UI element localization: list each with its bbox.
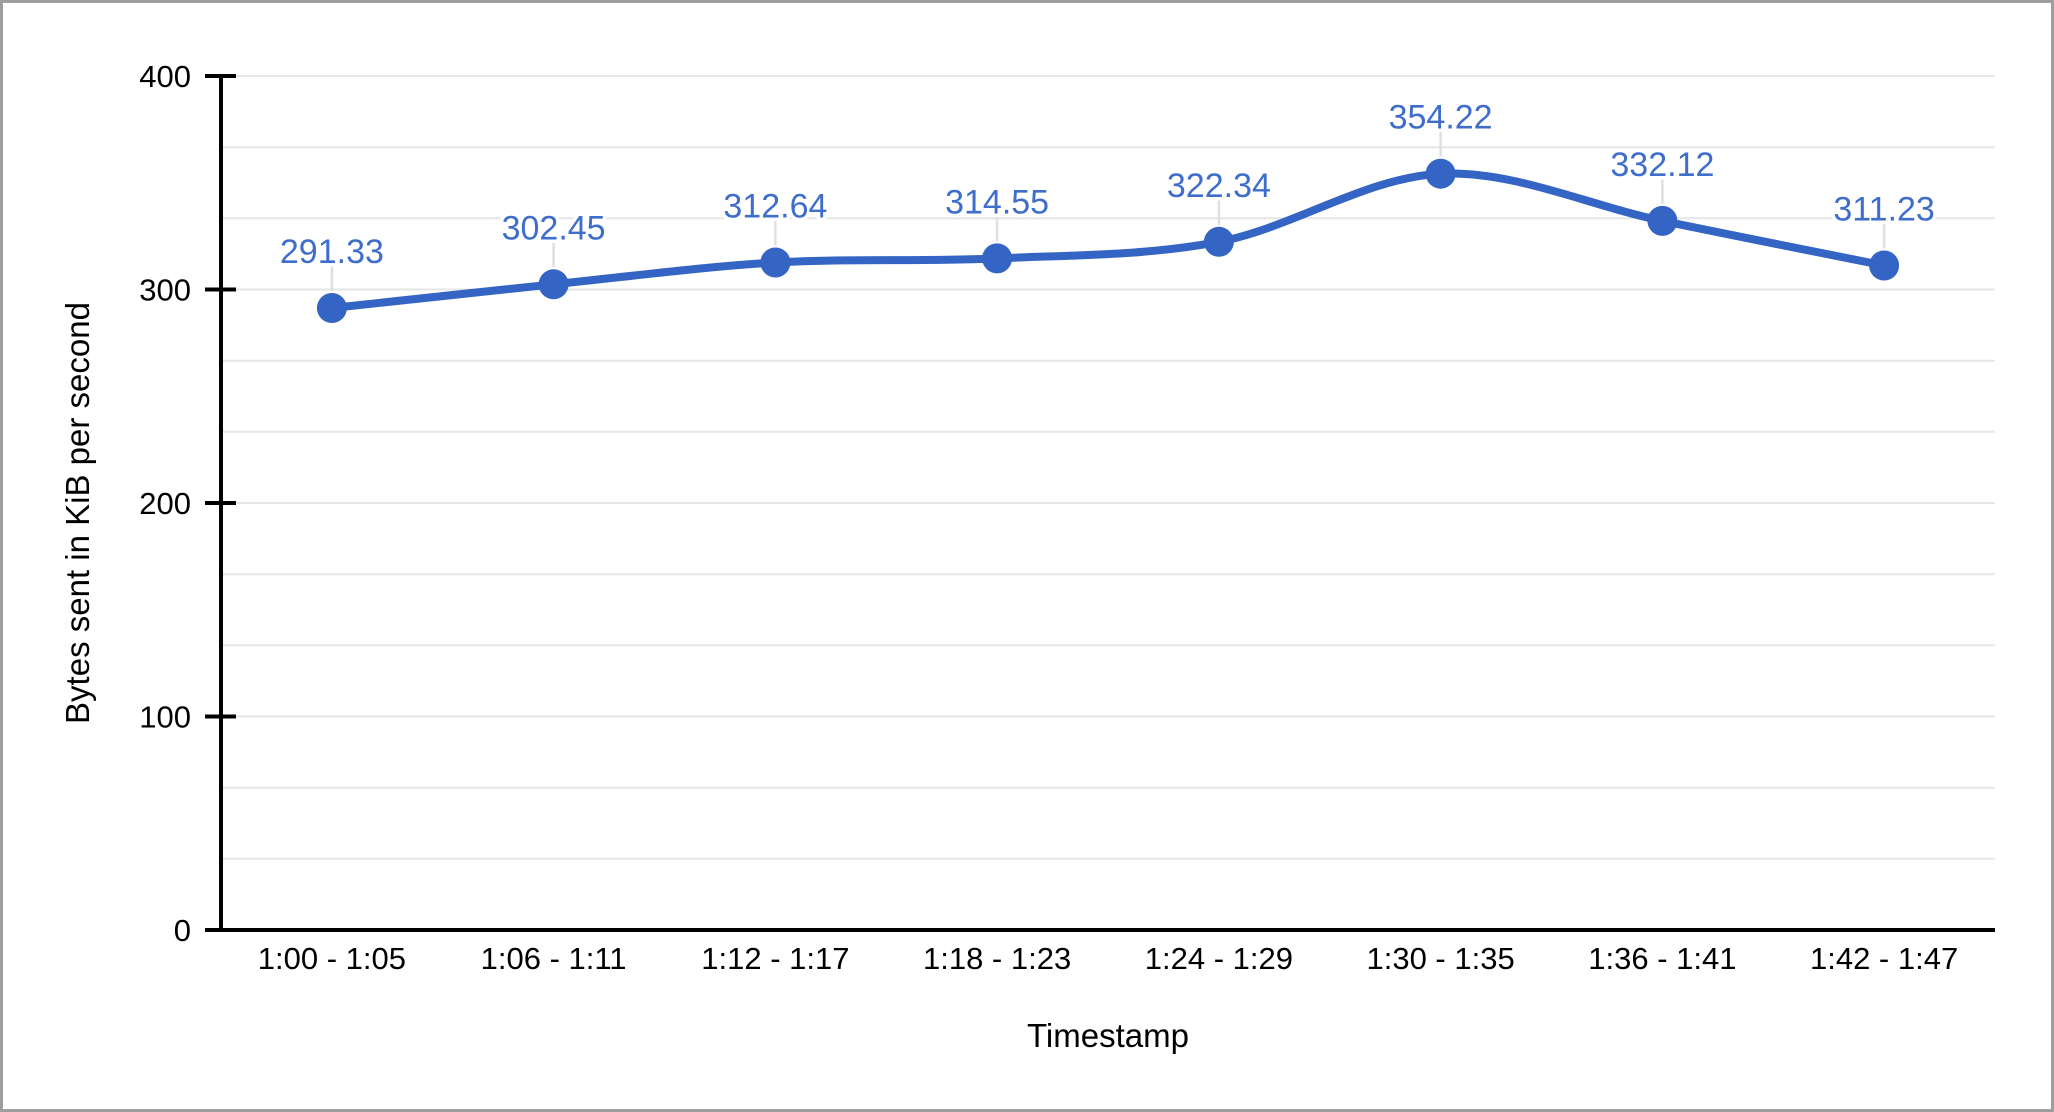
data-point-label: 314.55: [945, 183, 1049, 221]
y-tick-label: 200: [139, 486, 191, 521]
data-point-marker[interactable]: [982, 243, 1013, 274]
y-tick-label: 0: [174, 913, 191, 948]
data-point-label: 354.22: [1389, 99, 1493, 137]
x-tick-label: 1:00 - 1:05: [258, 941, 406, 976]
series-line: [327, 169, 1889, 312]
x-tick-label: 1:18 - 1:23: [923, 941, 1071, 976]
y-tick-label: 400: [139, 59, 191, 94]
y-tick-label: 300: [139, 273, 191, 308]
data-point-label: 302.45: [502, 209, 606, 247]
data-point-marker[interactable]: [1425, 158, 1456, 189]
data-point-marker[interactable]: [760, 247, 791, 278]
x-tick-label: 1:42 - 1:47: [1810, 941, 1958, 976]
data-point-marker[interactable]: [1869, 250, 1900, 281]
data-point-label: 291.33: [280, 233, 384, 271]
x-tick-label: 1:36 - 1:41: [1588, 941, 1736, 976]
data-point-label: 322.34: [1167, 167, 1271, 205]
y-tick-label: 100: [139, 700, 191, 735]
data-point-label: 332.12: [1610, 146, 1714, 184]
data-point-marker[interactable]: [1203, 226, 1234, 257]
data-point-label: 312.64: [723, 188, 827, 226]
x-tick-label: 1:30 - 1:35: [1366, 941, 1514, 976]
data-point-label: 311.23: [1833, 191, 1934, 229]
y-axis-title: Bytes sent in KiB per second: [59, 302, 96, 724]
data-point-marker[interactable]: [316, 293, 347, 323]
line-chart-canvas: 0 100 200 300 400 1:00 - 1:05 1:06 - 1:11 1:12 …: [139, 59, 1995, 976]
x-tick-label: 1:24 - 1:29: [1145, 941, 1293, 976]
x-tick-label: 1:06 - 1:11: [481, 941, 627, 976]
data-point-marker[interactable]: [1647, 205, 1678, 236]
data-point-marker[interactable]: [538, 269, 569, 300]
x-axis-title: Timestamp: [1027, 1017, 1189, 1054]
x-tick-label: 1:12 - 1:17: [701, 941, 849, 976]
